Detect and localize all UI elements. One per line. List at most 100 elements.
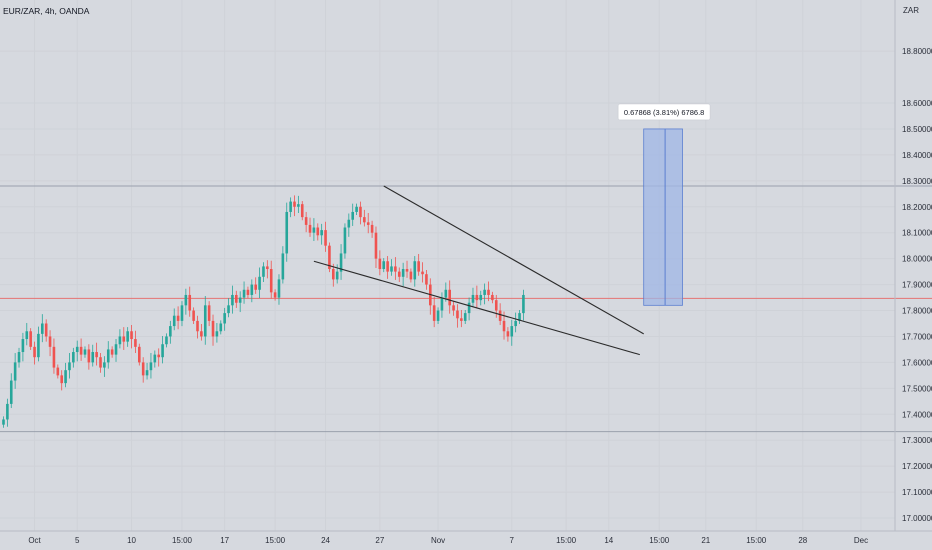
candle-body xyxy=(110,349,114,355)
candle-up xyxy=(320,223,323,245)
candle-up xyxy=(68,353,71,379)
candle-body xyxy=(266,266,269,270)
candle-body xyxy=(196,320,199,332)
candle-body xyxy=(75,346,79,353)
candle-body xyxy=(487,289,490,295)
candle-body xyxy=(281,253,285,280)
candle-body xyxy=(413,261,417,280)
candle-body xyxy=(68,362,71,371)
candle-up xyxy=(17,347,21,368)
candle-body xyxy=(153,354,157,363)
candle-body xyxy=(378,258,382,270)
candle-body xyxy=(157,354,160,358)
trendline-upper[interactable] xyxy=(383,185,644,335)
y-tick-label: 18.60000 xyxy=(902,99,932,108)
candle-body xyxy=(401,269,405,277)
candle-down xyxy=(374,226,378,268)
candle-body xyxy=(277,279,281,298)
candle-down xyxy=(33,341,36,365)
candle-up xyxy=(145,362,149,380)
candle-up xyxy=(401,262,405,287)
y-tick-label: 17.50000 xyxy=(902,384,932,393)
candle-body xyxy=(467,302,471,314)
candle-body xyxy=(269,269,273,293)
candle-up xyxy=(289,197,292,218)
x-tick-label: 15:00 xyxy=(649,536,670,545)
candle-down xyxy=(157,348,160,367)
candle-body xyxy=(99,357,102,368)
candle-body xyxy=(382,261,386,270)
candle-body xyxy=(130,331,133,340)
candle-body xyxy=(522,294,525,314)
candle-body xyxy=(235,294,238,303)
candle-body xyxy=(421,271,424,275)
candle-body xyxy=(456,310,459,319)
candle-down xyxy=(506,327,510,342)
candle-up xyxy=(184,288,188,315)
candle-up xyxy=(382,258,386,273)
measure-range-box[interactable] xyxy=(643,128,683,306)
candle-down xyxy=(48,330,52,357)
candle-up xyxy=(37,326,40,362)
candle-body xyxy=(122,336,126,342)
candle-body xyxy=(184,294,188,306)
candle-up xyxy=(281,246,285,284)
y-tick-label: 18.40000 xyxy=(902,151,932,160)
candle-body xyxy=(258,276,261,290)
candle-body xyxy=(231,294,234,306)
candle-down xyxy=(95,342,98,366)
candle-body xyxy=(114,344,118,355)
candle-up xyxy=(238,291,242,313)
candle-up xyxy=(436,307,440,325)
x-tick-label: 28 xyxy=(798,536,807,545)
candle-down xyxy=(60,370,63,391)
trendline-lower[interactable] xyxy=(313,260,640,356)
candle-down xyxy=(378,250,382,276)
candle-down xyxy=(324,221,327,252)
candle-body xyxy=(9,380,13,404)
candle-body xyxy=(273,292,277,298)
candle-up xyxy=(103,356,106,377)
y-tick-label: 17.10000 xyxy=(902,488,932,497)
candle-body xyxy=(254,284,257,290)
candle-up xyxy=(2,416,5,428)
candle-body xyxy=(29,331,32,347)
candle-body xyxy=(471,294,475,303)
x-tick-label: Oct xyxy=(28,536,41,545)
candle-down xyxy=(460,309,463,328)
candle-down xyxy=(405,260,409,278)
candle-body xyxy=(2,419,5,425)
candle-body xyxy=(460,318,463,321)
y-tick-label: 18.80000 xyxy=(902,47,932,56)
candle-body xyxy=(417,261,420,272)
candle-body xyxy=(328,245,331,270)
candle-up xyxy=(172,308,176,331)
candle-up xyxy=(41,314,44,343)
candle-body xyxy=(436,310,440,321)
candle-up xyxy=(440,292,444,318)
candle-body xyxy=(483,289,486,295)
candle-body xyxy=(308,224,312,233)
candle-body xyxy=(169,326,172,337)
candle-body xyxy=(304,217,308,225)
candle-body xyxy=(386,261,389,272)
candle-down xyxy=(366,212,370,234)
candle-down xyxy=(130,325,133,349)
candle-body xyxy=(215,331,219,337)
candle-body xyxy=(285,211,289,254)
candle-body xyxy=(25,331,29,340)
candle-up xyxy=(483,283,486,305)
candle-body xyxy=(374,232,378,259)
candle-body xyxy=(246,289,250,295)
candle-down xyxy=(269,260,273,299)
candle-body xyxy=(363,217,366,223)
x-tick-label: 15:00 xyxy=(265,536,286,545)
candle-down xyxy=(432,297,436,328)
candle-up xyxy=(215,322,219,343)
candle-down xyxy=(273,289,277,301)
currency-unit: ZAR xyxy=(903,6,919,15)
x-tick-label: 24 xyxy=(321,536,330,545)
candle-down xyxy=(308,217,312,237)
y-tick-label: 18.00000 xyxy=(902,255,932,264)
